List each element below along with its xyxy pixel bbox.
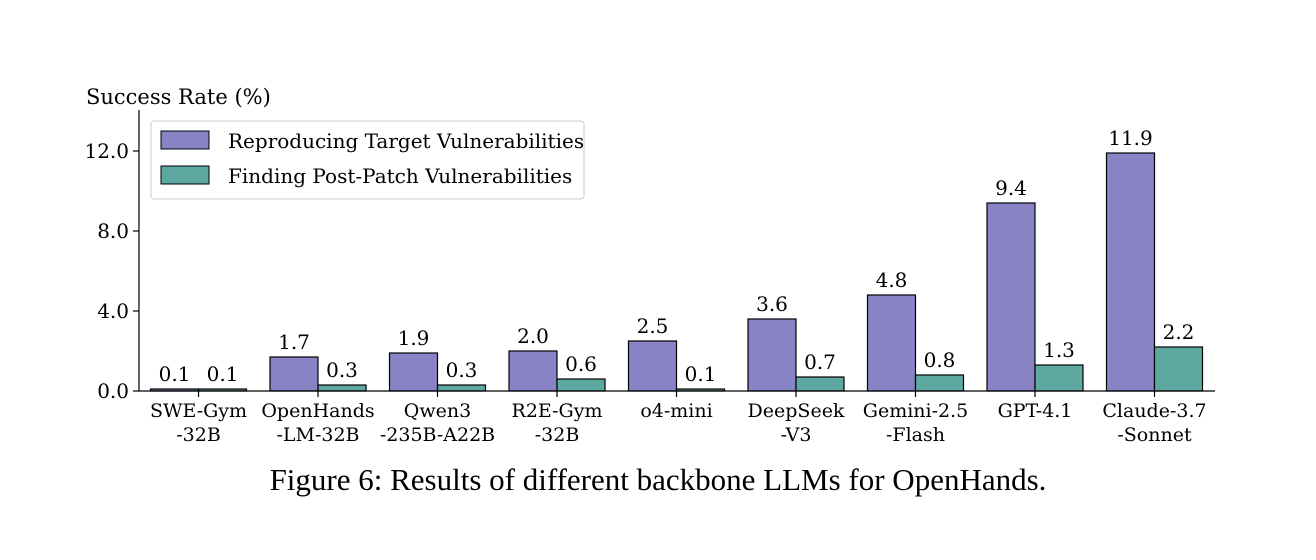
x-tick-label: o4-mini [640,400,712,422]
x-tick-label: R2E-Gym [512,400,603,422]
bar-post-patch-7 [1034,364,1084,392]
x-tick-label: -Flash [886,424,945,446]
bar-post-patch-3 [556,378,606,392]
bar-value-label: 0.1 [207,362,239,386]
bar-value-label: 9.4 [995,176,1027,200]
x-tick-label: OpenHands [261,400,374,422]
figure-caption: Figure 6: Results of different backbone … [269,462,1047,497]
bar-reproducing-6 [866,294,917,392]
bar-value-label: 0.1 [685,362,717,386]
bar-value-label: 3.6 [756,292,788,316]
legend-swatch-post-patch [160,165,210,185]
bar-reproducing-8 [1105,152,1156,392]
bar-value-label: 4.8 [876,268,908,292]
legend-frame [150,120,585,200]
x-tick-label: SWE-Gym [150,400,247,422]
bar-reproducing-2 [388,352,439,392]
y-tick-label: 0.0 [97,379,129,403]
bar-value-label: 0.6 [565,352,597,376]
x-tick-label: -32B [176,424,221,446]
x-tick-label: Gemini-2.5 [863,400,968,422]
legend-label-reproducing: Reproducing Target Vulnerabilities [228,129,584,153]
bar-reproducing-7 [986,202,1036,392]
bar-value-label: 2.2 [1163,320,1195,344]
x-tick-label: -Sonnet [1117,424,1192,446]
bar-value-label: 2.0 [517,324,549,348]
x-tick-label: Claude-3.7 [1102,400,1206,422]
legend: Reproducing Target Vulnerabilities Findi… [150,120,585,200]
bar-reproducing-3 [508,350,558,392]
bar-reproducing-4 [627,340,678,392]
bar-value-label: 11.9 [1108,126,1153,150]
bar-value-label: 1.9 [398,326,430,350]
x-tick-label: -V3 [781,424,812,446]
bar-post-patch-1 [317,384,367,392]
bar-value-label: 0.7 [804,350,836,374]
x-tick-label: GPT-4.1 [998,400,1073,422]
bar-value-label: 2.5 [637,314,669,338]
y-tick-label: 4.0 [97,299,129,323]
y-tick-label: 12.0 [84,139,129,163]
bar-value-label: 0.1 [159,362,191,386]
bar-post-patch-2 [436,384,487,392]
x-tick-label: Qwen3 [404,400,471,422]
bar-value-label: 0.3 [446,358,478,382]
x-tick-label: DeepSeek [748,400,845,422]
bar-value-label: 0.8 [924,348,956,372]
y-tick-label: 8.0 [97,219,129,243]
legend-swatch-reproducing [160,130,210,150]
bars-group: 0.1 1.7 1.9 2.0 2.5 3.6 4.8 9.4 11.9 0.1 0.3 0.3 0.6… [149,126,1204,392]
bar-chart: Success Rate (%) 0.1 1.7 1.9 2.0 2.5 3.6 4.8 9.… [84,85,1215,446]
x-tick-label: -LM-32B [276,424,359,446]
legend-label-post-patch: Finding Post-Patch Vulnerabilities [228,164,572,188]
bar-value-label: 1.3 [1043,338,1075,362]
bar-post-patch-5 [795,376,845,392]
x-tick-label: -32B [535,424,580,446]
bar-post-patch-6 [914,374,965,392]
bar-value-label: 0.3 [326,358,358,382]
bar-value-label: 1.7 [278,330,310,354]
bar-reproducing-5 [747,318,797,392]
x-ticks-group: SWE-Gym-32BOpenHands-LM-32BQwen3-235B-A2… [150,391,1207,446]
y-axis-label: Success Rate (%) [86,85,271,109]
bar-post-patch-8 [1153,346,1204,392]
y-ticks-group: 0.0 4.0 8.0 12.0 [84,139,139,403]
x-tick-label: -235B-A22B [380,424,495,446]
bar-reproducing-1 [269,356,319,392]
